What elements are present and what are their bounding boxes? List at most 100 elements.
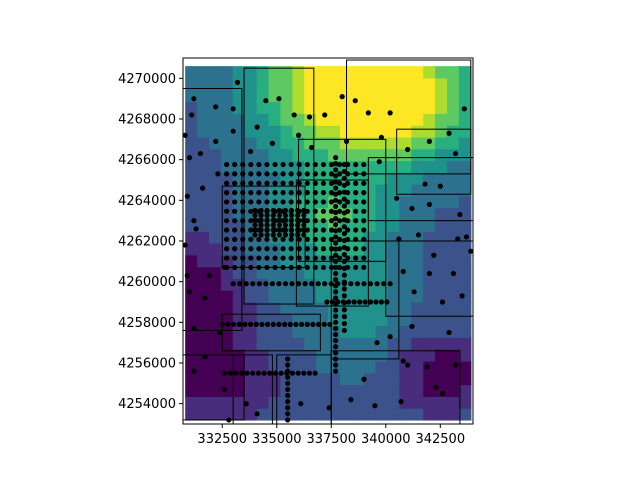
- contour-cell: [423, 278, 436, 291]
- contour-cell: [423, 313, 436, 327]
- contour-cell: [351, 136, 365, 150]
- data-point: [224, 190, 230, 196]
- y-axis: 4254000 4256000 4258000 4260000 4262000 42640…: [118, 72, 183, 412]
- data-point: [304, 190, 310, 196]
- contour-cell: [447, 101, 460, 114]
- data-point: [459, 293, 465, 299]
- contour-cell: [351, 113, 365, 126]
- contour-cell: [316, 125, 329, 138]
- data-point: [296, 171, 302, 177]
- data-point: [272, 180, 278, 186]
- region-outline: [183, 354, 245, 421]
- contour-cell: [220, 219, 234, 232]
- contour-cell: [458, 266, 472, 280]
- contour-cell: [375, 113, 389, 126]
- data-point: [365, 110, 371, 116]
- contour-cell: [268, 396, 281, 409]
- data-point: [341, 272, 347, 278]
- contour-cell: [458, 136, 472, 150]
- data-point: [333, 338, 339, 344]
- data-point: [184, 272, 190, 279]
- contour-cell: [185, 313, 198, 327]
- data-point: [272, 264, 278, 271]
- contour-cell: [447, 290, 460, 303]
- contour-cell: [435, 408, 448, 421]
- contour-cell: [292, 325, 305, 338]
- data-point: [289, 281, 295, 287]
- data-point: [276, 212, 282, 218]
- data-point: [422, 181, 428, 187]
- data-point: [285, 399, 291, 405]
- data-point: [328, 264, 335, 271]
- data-point: [270, 227, 276, 233]
- data-point: [264, 161, 270, 168]
- contour-cell: [458, 148, 472, 162]
- data-point: [248, 180, 254, 186]
- data-point: [353, 236, 359, 242]
- contour-cell: [363, 384, 377, 397]
- contour-cell: [208, 325, 222, 338]
- data-point: [361, 236, 367, 242]
- data-point: [280, 161, 286, 168]
- x-axis: 332500 335000 337500 340000 342500: [197, 424, 465, 447]
- contour-cell: [399, 77, 412, 91]
- data-point: [250, 281, 256, 287]
- contour-cell: [292, 266, 305, 280]
- data-point: [272, 246, 278, 252]
- data-point: [387, 110, 393, 116]
- contour-cell: [185, 172, 198, 185]
- contour-cell: [423, 184, 436, 197]
- contour-cell: [280, 66, 293, 79]
- contour-cell: [197, 219, 210, 232]
- contour-cell: [339, 384, 353, 397]
- contour-cell: [411, 66, 424, 79]
- contour-cell: [351, 313, 365, 327]
- contour-cell: [387, 372, 401, 386]
- data-point: [233, 370, 239, 376]
- contour-cell: [458, 349, 472, 362]
- contour-cell: [292, 408, 305, 421]
- data-point: [431, 252, 437, 258]
- contour-cell: [375, 101, 389, 114]
- data-point: [333, 161, 339, 167]
- contour-cell: [423, 160, 436, 173]
- contour-cell: [411, 278, 424, 291]
- data-point: [259, 321, 265, 327]
- contour-cell: [423, 77, 436, 91]
- data-point: [276, 321, 282, 327]
- data-point: [197, 150, 204, 157]
- data-point: [336, 246, 343, 252]
- data-point: [304, 180, 310, 186]
- data-point: [232, 208, 238, 214]
- data-point: [282, 217, 289, 223]
- data-point: [217, 329, 223, 336]
- data-point: [320, 199, 327, 205]
- data-point: [269, 281, 275, 287]
- contour-cell: [256, 113, 270, 126]
- contour-cell: [280, 148, 293, 162]
- data-point: [183, 242, 188, 248]
- data-point: [263, 98, 269, 104]
- data-point: [264, 180, 270, 186]
- contour-cell: [244, 325, 258, 338]
- contour-cell: [375, 243, 389, 256]
- data-point: [226, 417, 232, 423]
- data-point: [341, 217, 347, 223]
- data-point: [276, 96, 282, 102]
- contour-cell: [375, 360, 389, 374]
- contour-cell: [399, 219, 412, 232]
- data-point: [341, 320, 347, 327]
- data-point: [341, 175, 347, 181]
- data-point: [282, 207, 289, 214]
- contour-cell: [220, 408, 234, 421]
- data-point: [221, 370, 228, 376]
- data-point: [348, 281, 354, 287]
- data-point: [256, 161, 262, 168]
- contour-cell: [363, 266, 377, 280]
- data-point: [324, 299, 330, 305]
- data-point: [304, 161, 310, 168]
- data-point: [320, 190, 327, 196]
- contour-cell: [185, 77, 198, 91]
- contour-cell: [387, 77, 401, 91]
- data-point: [304, 321, 310, 327]
